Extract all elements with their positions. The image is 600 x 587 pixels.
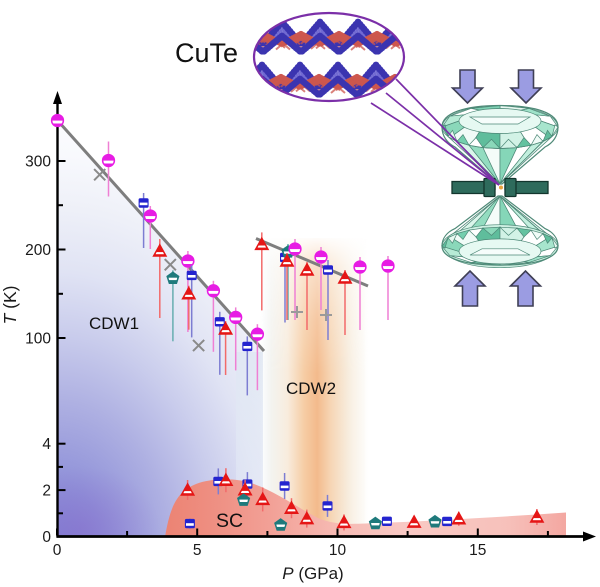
svg-text:300: 300 — [25, 154, 51, 171]
svg-text:CDW2: CDW2 — [286, 379, 336, 398]
svg-text:4: 4 — [42, 436, 51, 453]
svg-text:15: 15 — [469, 542, 486, 559]
svg-text:P (GPa): P (GPa) — [282, 564, 343, 583]
svg-text:CDW1: CDW1 — [89, 314, 139, 333]
svg-text:200: 200 — [25, 242, 51, 259]
svg-text:5: 5 — [193, 542, 202, 559]
svg-text:SC: SC — [216, 510, 243, 532]
svg-text:0: 0 — [53, 542, 62, 559]
svg-text:0: 0 — [42, 529, 51, 546]
svg-text:100: 100 — [25, 331, 51, 348]
svg-text:10: 10 — [329, 542, 347, 559]
svg-text:CuTe: CuTe — [175, 38, 238, 68]
svg-text:2: 2 — [42, 483, 51, 500]
svg-text:T (K): T (K) — [0, 286, 20, 325]
